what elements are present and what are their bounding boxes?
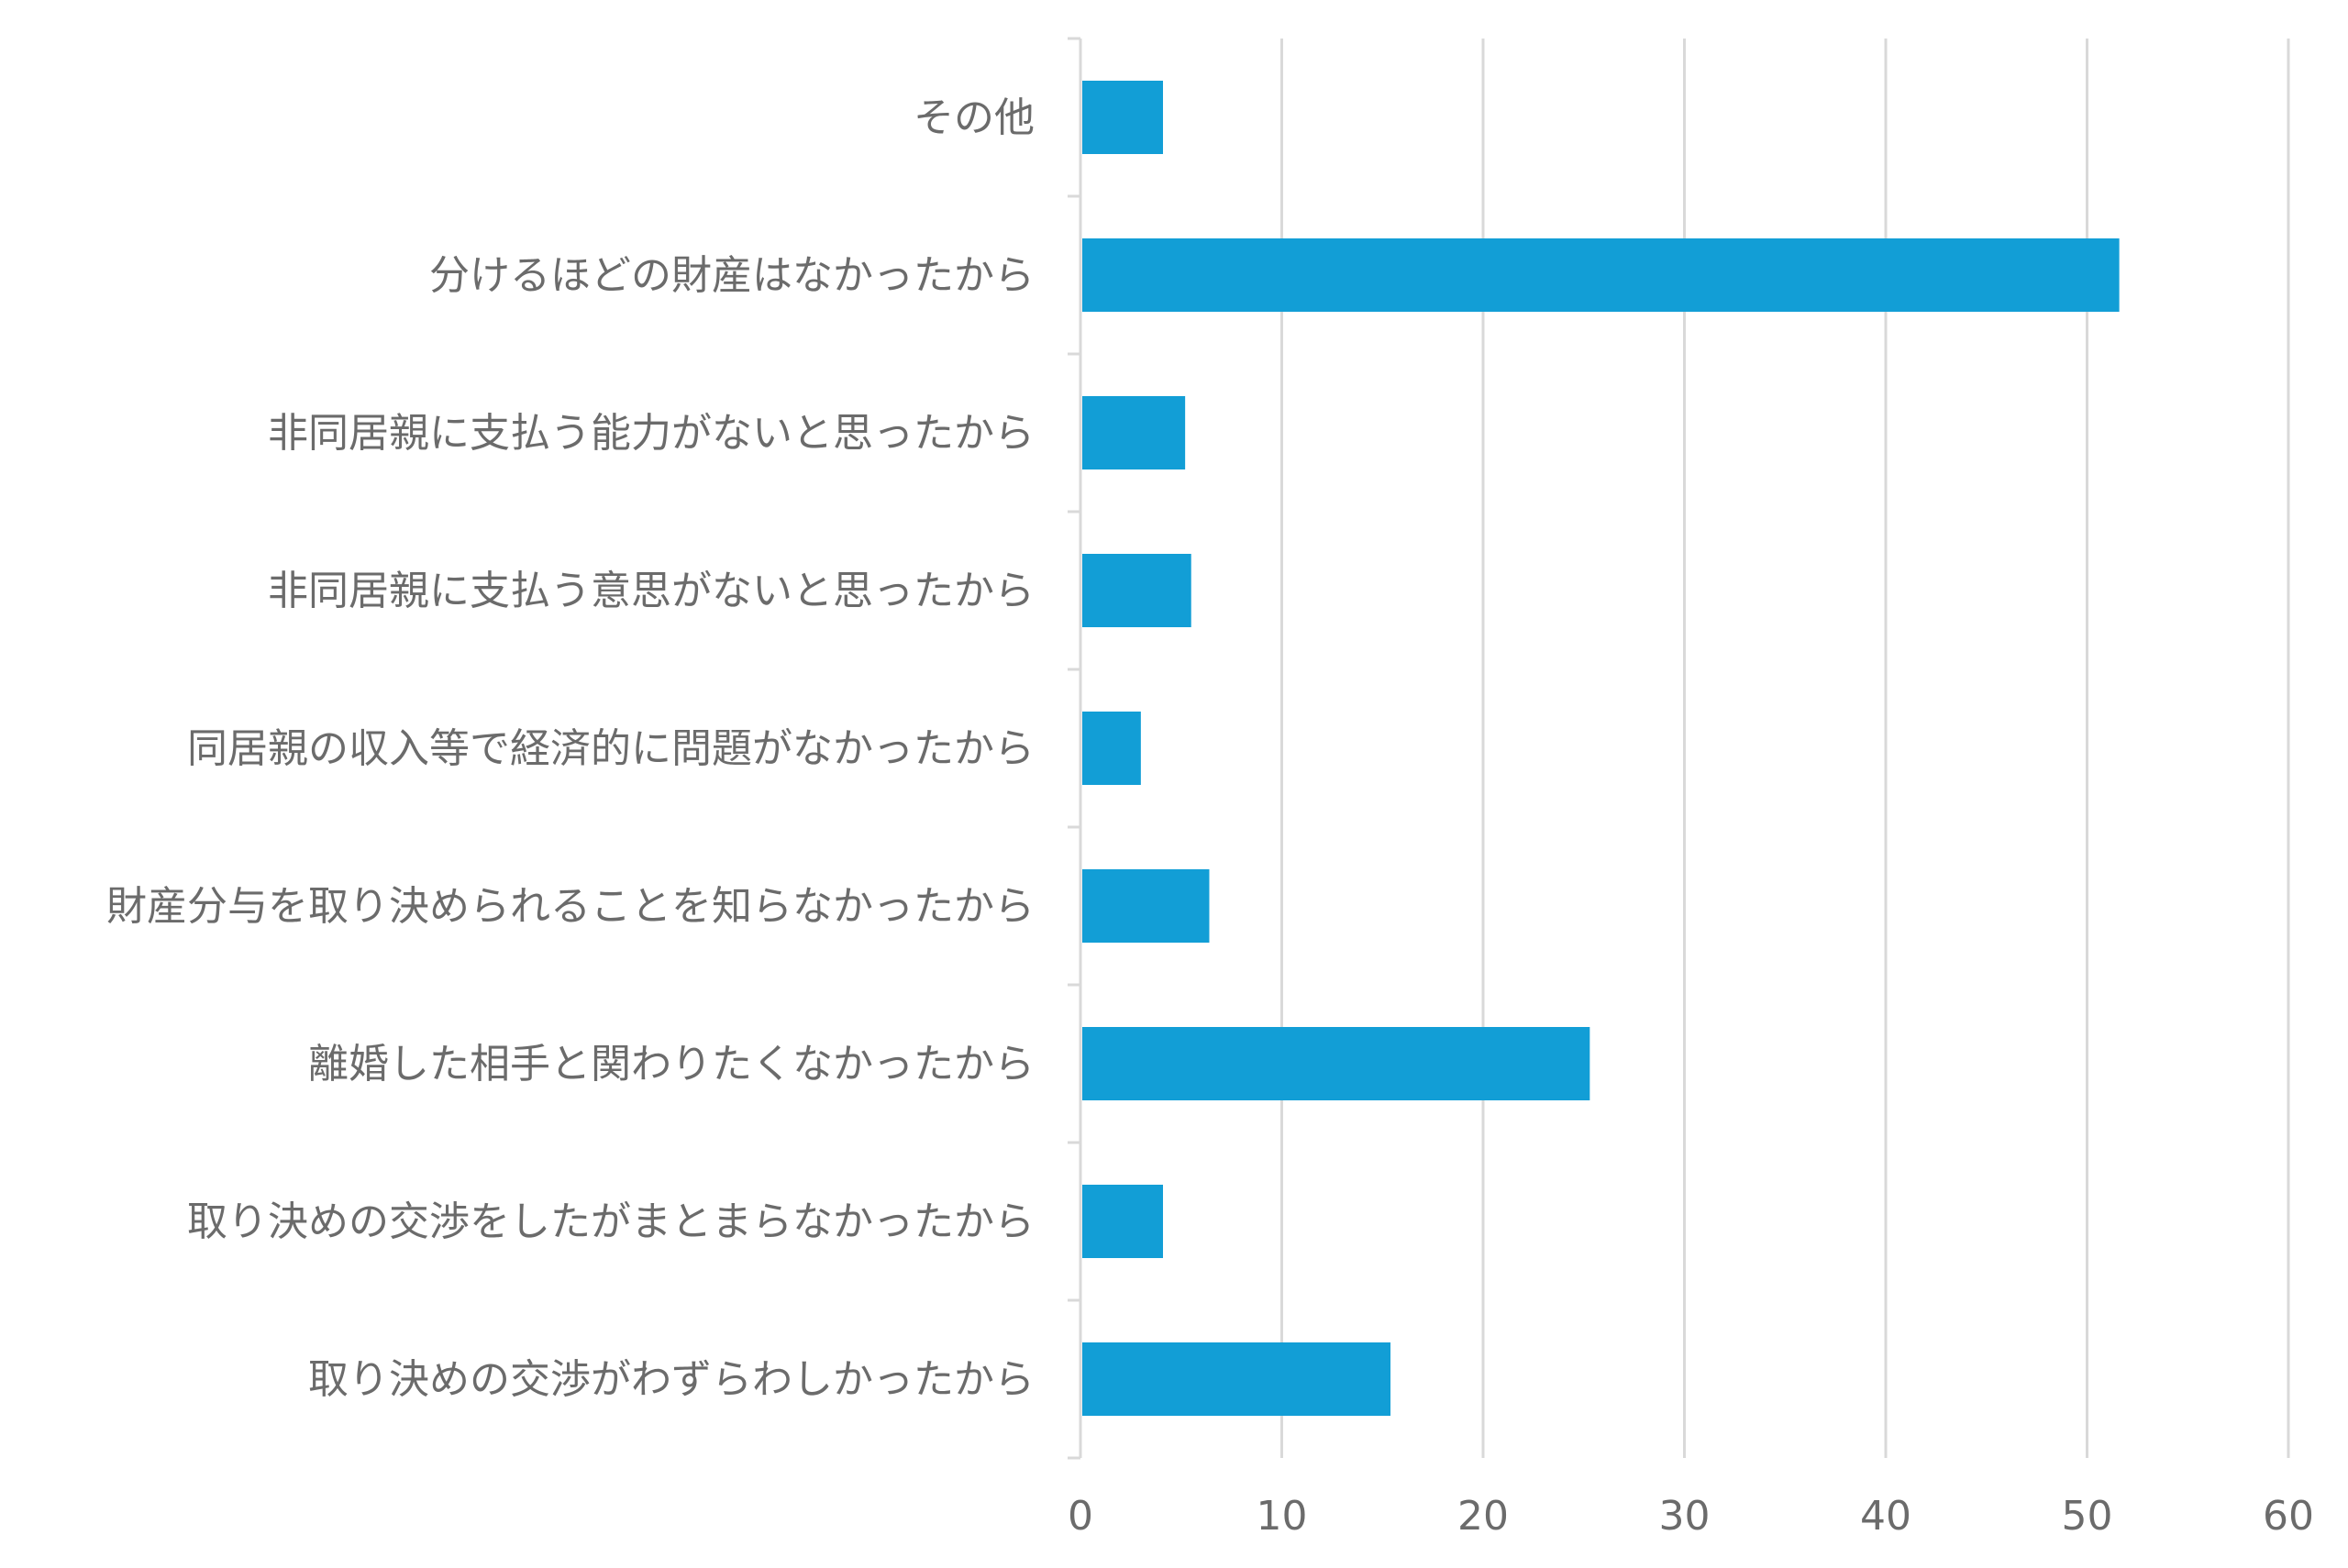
category-label: 非同居親に支払う能力がないと思ったから [268, 410, 1035, 457]
category-label: 離婚した相手と関わりたくなかったから [308, 1041, 1035, 1088]
axes [1068, 37, 1082, 1460]
x-tick-label: 60 [2263, 1493, 2314, 1540]
bar [1082, 238, 2120, 312]
bars [1082, 81, 2120, 1416]
bar [1082, 1342, 1391, 1416]
x-tick-label: 20 [1457, 1493, 1509, 1540]
category-label: 取り決めの交渉がわずらわしかったから [308, 1356, 1035, 1403]
x-tick-labels: 0 10 20 30 40 50 60 [1068, 1493, 2314, 1540]
bar [1082, 396, 1186, 469]
x-tick-label: 30 [1659, 1493, 1711, 1540]
x-tick-label: 10 [1257, 1493, 1308, 1540]
category-label: 取り決めの交渉をしたがまとまらなかったから [187, 1198, 1035, 1245]
bar [1082, 1185, 1163, 1258]
category-label: 分けるほどの財産はなかったから [429, 252, 1035, 299]
category-label: 財産分与を取り決められることを知らなかったから [106, 883, 1035, 930]
x-tick-label: 50 [2062, 1493, 2113, 1540]
category-label: 同居親の収入等で経済的に問題がなかったから [187, 725, 1035, 772]
bar [1082, 81, 1163, 154]
bar [1082, 869, 1210, 943]
bar [1082, 554, 1191, 627]
bar [1082, 1027, 1590, 1100]
category-labels: その他分けるほどの財産はなかったから非同居親に支払う能力がないと思ったから非同居… [106, 94, 1035, 1403]
x-tick-label: 40 [1860, 1493, 1911, 1540]
category-label: 非同居親に支払う意思がないと思ったから [268, 568, 1035, 614]
x-tick-label: 0 [1068, 1493, 1093, 1540]
bar [1082, 712, 1141, 785]
category-label: その他 [914, 94, 1035, 141]
